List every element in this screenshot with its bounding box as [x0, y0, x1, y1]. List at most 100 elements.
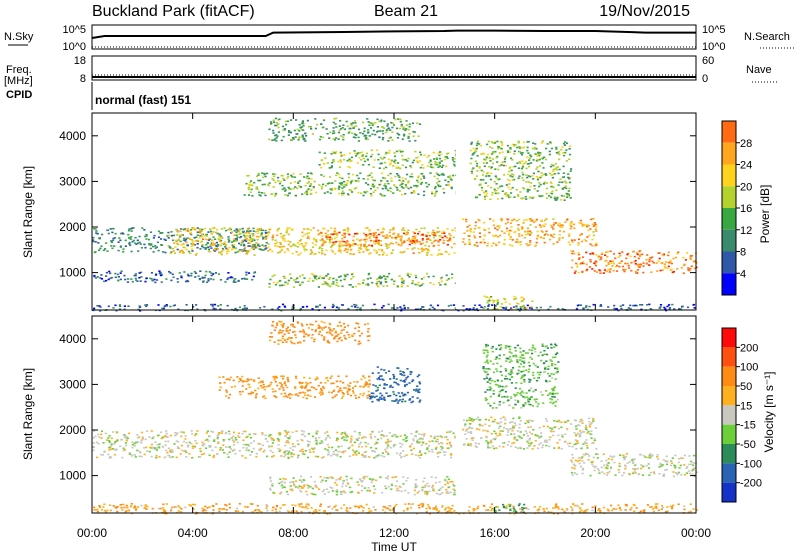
noise-panel: N.Sky 10^5 10^0 10^5 10^0 N.Search [4, 24, 796, 53]
power-colorbar-tick: 20 [740, 181, 752, 193]
velocity-ytick-label: 4000 [59, 332, 86, 346]
power-colorbar-tick: 28 [740, 138, 752, 150]
velocity-ytick-label: 2000 [59, 423, 86, 437]
freq-left-tick-top: 18 [74, 55, 86, 67]
power-ytick-label: 4000 [59, 129, 86, 143]
velocity-colorbar-swatch [722, 482, 736, 502]
velocity-colorbar-label: Velocity [m s⁻¹] [762, 371, 776, 452]
power-feature-8 [483, 295, 534, 311]
power-feature-4 [462, 217, 598, 247]
velocity-colorbar-tick: -15 [740, 420, 756, 432]
power-feature-10 [318, 149, 459, 170]
power-colorbar-swatch [722, 186, 736, 208]
power-panel: 4000 3000 2000 1000 Slant Range [km] 28 24 20… [21, 112, 772, 312]
velocity-feature-8 [482, 343, 560, 409]
velocity-colorbar-swatch [722, 405, 736, 425]
x-tick-label: 08:00 [278, 526, 308, 540]
power-feature-11 [268, 117, 422, 142]
velocity-feature-5 [218, 375, 371, 400]
power-colorbar-swatch [722, 251, 736, 274]
noise-left-tick-top: 10^5 [62, 24, 86, 36]
power-colorbar-tick: 12 [740, 225, 752, 237]
power-data-gap [455, 114, 461, 309]
velocity-heatmap [92, 317, 698, 515]
velocity-colorbar-swatch [722, 386, 736, 406]
velocity-data-gap [455, 317, 461, 512]
freq-right-tick-top: 60 [702, 55, 714, 67]
velocity-colorbar-swatch [722, 347, 736, 367]
power-colorbar-tick: 24 [740, 160, 752, 172]
velocity-colorbar-tick: -100 [740, 458, 762, 470]
power-ytick-label: 3000 [59, 174, 86, 188]
power-feature-7 [268, 272, 460, 288]
date-title: 19/Nov/2015 [599, 3, 690, 20]
velocity-colorbar-swatch [722, 424, 736, 444]
velocity-ylabel: Slant Range [km] [21, 368, 35, 460]
power-colorbar-swatch [722, 142, 736, 165]
power-colorbar: 28 24 20 16 12 8 4 [721, 120, 752, 296]
power-ytick-label: 2000 [59, 220, 86, 234]
x-tick-label: 00:00 [77, 526, 107, 540]
freq-label-line1: Freq. [6, 64, 32, 76]
power-colorbar-swatch [722, 229, 736, 252]
power-ylabel: Slant Range [km] [21, 166, 35, 258]
freq-right-tick-bottom: 0 [702, 73, 708, 85]
cpid-label: CPID [6, 89, 32, 101]
velocity-colorbar-tick: -200 [740, 478, 762, 490]
velocity-colorbar-swatch [722, 444, 736, 464]
velocity-colorbar-tick: 50 [740, 381, 752, 393]
velocity-colorbar-swatch [722, 328, 736, 348]
noise-left-tick-bottom: 10^0 [62, 41, 86, 53]
velocity-feature-0 [93, 503, 698, 515]
x-axis: 00:00 04:00 08:00 12:00 16:00 20:00 00:00 [77, 113, 711, 540]
power-ytick-label: 1000 [59, 266, 86, 280]
power-colorbar-swatch [722, 121, 736, 143]
x-tick-label: 04:00 [178, 526, 208, 540]
x-axis-label: Time UT [371, 540, 417, 554]
freq-panel: Freq. [MHz] 18 8 60 0 Nave [4, 55, 778, 87]
power-heatmap [92, 114, 698, 312]
nave-label: Nave [746, 64, 772, 76]
velocity-ytick-label: 3000 [59, 377, 86, 391]
velocity-feature-4 [269, 475, 459, 496]
power-colorbar-tick: 8 [740, 247, 746, 259]
beam-title: Beam 21 [374, 3, 438, 20]
freq-label-line2: [MHz] [4, 75, 33, 87]
velocity-colorbar-tick: 100 [740, 362, 758, 374]
freq-left-tick-bottom: 8 [80, 73, 86, 85]
x-tick-label: 12:00 [379, 526, 409, 540]
cpid-value: normal (fast) 151 [95, 93, 191, 107]
velocity-feature-3 [570, 453, 698, 478]
x-tick-label: 00:00 [681, 526, 711, 540]
power-feature-6 [93, 270, 257, 284]
power-colorbar-swatch [722, 273, 736, 295]
velocity-feature-6 [269, 320, 371, 345]
velocity-colorbar-swatch [722, 463, 736, 483]
velocity-colorbar-tick: 200 [740, 342, 758, 354]
velocity-colorbar-swatch [722, 366, 736, 386]
velocity-colorbar-tick: 15 [740, 400, 752, 412]
velocity-colorbar: 200 100 50 15 -15 -50 -100 -200 [721, 327, 762, 503]
velocity-panel: 4000 3000 2000 1000 Slant Range [km] 200 100… [21, 315, 776, 515]
power-feature-9 [243, 172, 458, 197]
velocity-colorbar-tick: -50 [740, 439, 756, 451]
noise-right-tick-top: 10^5 [702, 24, 726, 36]
velocity-feature-1 [92, 430, 459, 459]
power-colorbar-swatch [722, 164, 736, 187]
x-tick-label: 20:00 [580, 526, 610, 540]
noise-left-label: N.Sky [4, 31, 34, 43]
station-title: Buckland Park (fitACF) [92, 3, 255, 20]
power-feature-5 [570, 249, 698, 274]
power-colorbar-swatch [722, 208, 736, 230]
power-feature-12 [469, 140, 573, 201]
x-tick-label: 16:00 [480, 526, 510, 540]
velocity-ytick-label: 1000 [59, 469, 86, 483]
power-colorbar-tick: 4 [740, 268, 746, 280]
power-colorbar-tick: 16 [740, 203, 752, 215]
noise-right-tick-bottom: 10^0 [702, 41, 726, 53]
velocity-feature-7 [368, 366, 422, 404]
noise-sky-line [91, 29, 696, 39]
power-colorbar-label: Power [dB] [758, 185, 772, 244]
noise-right-label: N.Search [744, 31, 790, 43]
